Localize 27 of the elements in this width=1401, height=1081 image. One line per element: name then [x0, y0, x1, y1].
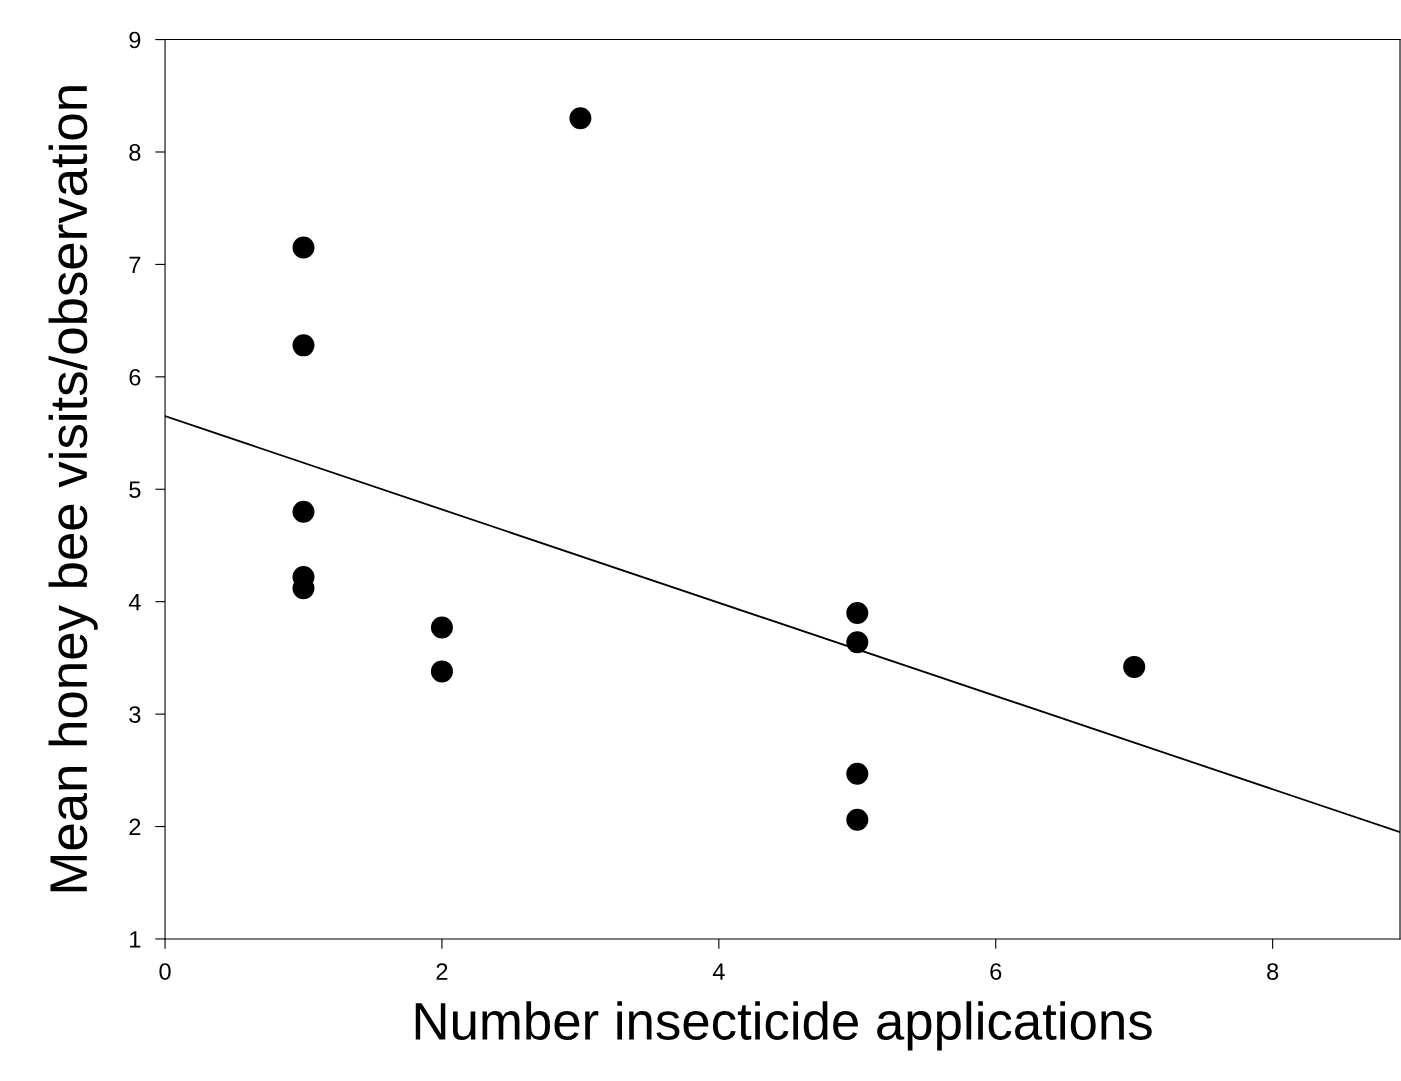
- point: [292, 334, 315, 357]
- y-tick-label: 7: [129, 256, 141, 273]
- x-tick-label: 2: [436, 963, 448, 980]
- y-tick-label: 3: [129, 706, 141, 723]
- point: [292, 500, 315, 523]
- point: [292, 236, 315, 259]
- x-tick-label: 8: [1267, 963, 1279, 980]
- y-tick-label: 6: [129, 368, 141, 386]
- x-tick-label: 4: [712, 963, 725, 980]
- point: [846, 762, 869, 785]
- y-axis-title: Mean honey bee visits/observation: [48, 86, 98, 892]
- y-tick-label: 9: [129, 31, 141, 49]
- y-tick-label: 1: [130, 931, 141, 948]
- y-tick-label: 8: [129, 144, 141, 161]
- y-tick-label: 5: [129, 481, 141, 499]
- point: [846, 631, 869, 654]
- x-tick-label: 0: [159, 963, 171, 980]
- point: [846, 808, 869, 831]
- point: [1123, 655, 1146, 678]
- point: [430, 660, 453, 683]
- point: [569, 107, 592, 130]
- y-tick-label: 4: [128, 594, 141, 611]
- x-tick-label: 6: [990, 963, 1002, 980]
- x-axis-title: Number insecticide applications: [415, 1001, 1152, 1051]
- point: [846, 601, 869, 624]
- y-tick-label: 2: [129, 818, 141, 836]
- point: [430, 616, 453, 639]
